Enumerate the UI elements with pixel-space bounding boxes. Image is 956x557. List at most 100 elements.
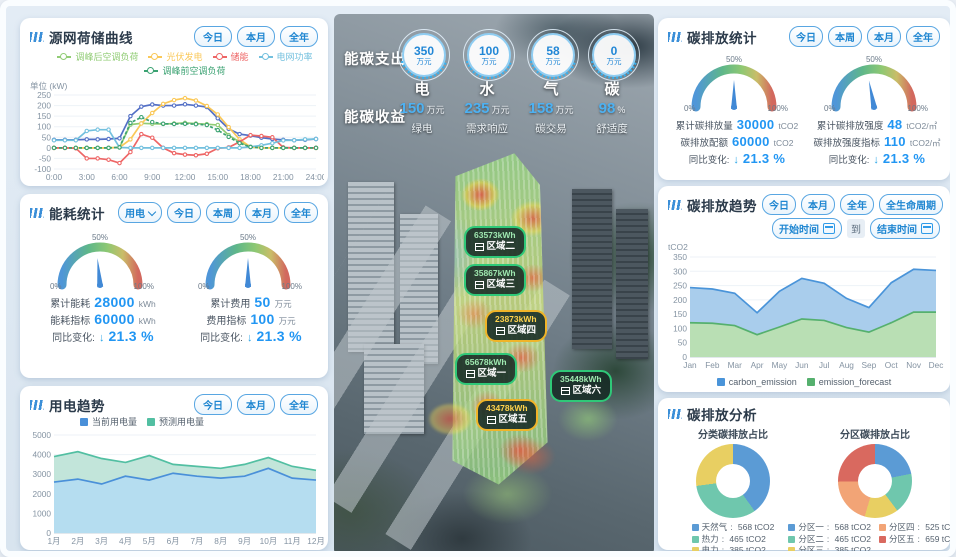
zone-value: 35867kWh — [474, 268, 516, 278]
svg-text:Aug: Aug — [839, 360, 854, 370]
legend-item: 电力: 385 tCO2 — [691, 545, 775, 551]
svg-text:Oct: Oct — [885, 360, 899, 370]
tab-year[interactable]: 全年 — [280, 394, 318, 415]
zone-badge-2[interactable]: 63573kWh 区域二 — [464, 226, 526, 258]
y-axis-unit: tCO2 — [668, 242, 688, 252]
line-marker-icon — [148, 52, 163, 60]
legend-swatch-icon — [788, 524, 796, 532]
legend-item[interactable]: 电网功率 — [258, 50, 313, 63]
category-donut-chart — [696, 444, 770, 518]
zone-icon — [474, 242, 484, 251]
zone-badge-3[interactable]: 35867kWh 区域三 — [464, 264, 526, 296]
tab-week[interactable]: 本周 — [828, 26, 862, 47]
legend-item[interactable]: 储能 — [212, 50, 249, 63]
panel-title-icon — [30, 399, 44, 410]
stat-label: 累计碳排放强度 — [816, 121, 884, 132]
yoy-value: 21.3 % — [256, 328, 302, 344]
legend-item[interactable]: carbon_emission — [716, 377, 797, 387]
legend-item[interactable]: 预测用电量 — [147, 415, 204, 428]
zone-icon — [560, 386, 570, 395]
zone-name: 区域四 — [507, 324, 537, 336]
tab-today[interactable]: 今日 — [194, 26, 232, 47]
legend-item[interactable]: 调峰前空调负荷 — [144, 64, 226, 77]
tab-month[interactable]: 本月 — [237, 26, 275, 47]
calendar-icon — [823, 223, 835, 234]
tab-year[interactable]: 全年 — [280, 26, 318, 47]
tab-lifecycle[interactable]: 全生命周期 — [879, 194, 943, 215]
expense-value: 350 — [413, 43, 435, 58]
legend-item[interactable]: 光伏发电 — [148, 50, 203, 63]
gauge-carbon-intensity: 0% 50% 100% 累计碳排放强度 48 tCO2/㎡ 碳排放强度指标 110 tC… — [807, 53, 941, 168]
gauge-scale-0: 0% — [49, 282, 62, 291]
tab-year[interactable]: 全年 — [906, 26, 940, 47]
tab-today[interactable]: 今日 — [762, 194, 796, 215]
tab-month[interactable]: 本月 — [867, 26, 901, 47]
legend-label: 调峰前空调负荷 — [162, 66, 226, 76]
stat-unit: tCO2 — [773, 138, 794, 148]
panel-carbon-analysis: 碳排放分析 分类碳排放占比 天然气: 568 tCO2 热力: 465 tCO2… — [658, 398, 950, 551]
gauge-carbon-emission: 0% 50% 100% 累计碳排放量 30000 tCO2 碳排放配额 60000 tC… — [667, 53, 801, 168]
gauge-chart — [691, 64, 777, 112]
legend-label: carbon_emission — [728, 377, 797, 387]
down-arrow-icon: ↓ — [98, 332, 105, 344]
legend-swatch-icon — [80, 417, 88, 426]
svg-text:21:00: 21:00 — [273, 172, 294, 182]
legend-label: 光伏发电 — [166, 52, 203, 62]
down-arrow-icon: ↓ — [246, 332, 253, 344]
legend-item[interactable]: 调峰后空调负荷 — [57, 50, 138, 63]
income-unit: 万元 — [426, 105, 445, 115]
stat-value: 50 — [254, 294, 271, 310]
zone-badge-4[interactable]: 23873kWh 区域四 — [485, 310, 547, 342]
tab-today[interactable]: 今日 — [789, 26, 823, 47]
tab-year[interactable]: 全年 — [284, 202, 318, 223]
down-arrow-icon: ↓ — [733, 154, 739, 166]
gauge-chart — [57, 242, 143, 290]
tab-today[interactable]: 今日 — [194, 394, 232, 415]
line-marker-icon — [258, 52, 273, 60]
svg-text:2000: 2000 — [33, 489, 52, 499]
svg-text:150: 150 — [37, 111, 51, 121]
tab-today[interactable]: 今日 — [167, 202, 201, 223]
zone-donut-block: 分区碳排放占比 分区一: 568 tCO2 分区二: 465 tCO2 分区三:… — [788, 424, 950, 551]
tab-month[interactable]: 本月 — [801, 194, 835, 215]
legend-item[interactable]: 当前用电量 — [80, 415, 137, 428]
legend-item[interactable]: emission_forecast — [806, 377, 891, 387]
yoy-label: 同比变化: — [828, 155, 870, 166]
tab-week[interactable]: 本周 — [206, 202, 240, 223]
stat-value: 110 — [883, 134, 906, 149]
zone-badge-6[interactable]: 35448kWh 区域六 — [550, 370, 612, 402]
panel-title-icon — [30, 207, 44, 218]
zone-donut-chart — [838, 444, 912, 518]
legend-label: 分区五 — [889, 533, 915, 544]
gauge-scale-100: 100% — [767, 104, 788, 113]
stat-unit: 万元 — [274, 299, 292, 309]
zone-icon — [486, 415, 496, 424]
tab-month[interactable]: 本月 — [237, 394, 275, 415]
svg-text:300: 300 — [673, 266, 687, 276]
start-date-picker[interactable]: 开始时间 — [772, 218, 842, 239]
stat-unit: kWh — [138, 299, 156, 309]
legend-value: 659 tCO2 — [925, 533, 951, 544]
zone-badge-5[interactable]: 43478kWh 区域五 — [476, 399, 538, 431]
income-unit: % — [617, 105, 626, 115]
svg-text:24:00: 24:00 — [306, 172, 324, 182]
svg-text:9月: 9月 — [238, 536, 251, 546]
stat-value: 30000 — [736, 117, 775, 132]
legend-item: 分区四: 525 tCO2 — [879, 522, 950, 534]
zone-badge-1[interactable]: 65678kWh 区域一 — [455, 353, 517, 385]
legend-label: 热力 — [701, 533, 719, 544]
tab-year[interactable]: 全年 — [840, 194, 874, 215]
donut-title: 分类碳排放占比 — [698, 430, 768, 441]
legend-label: 电网功率 — [276, 52, 313, 62]
tab-month[interactable]: 本月 — [245, 202, 279, 223]
income-item-carbon-trade: 158 万元 碳交易 — [528, 100, 573, 136]
gauge-chart — [831, 64, 917, 112]
energy-type-dropdown[interactable]: 用电 — [118, 202, 162, 223]
legend-swatch-icon — [879, 524, 886, 532]
svg-text:1000: 1000 — [33, 508, 52, 518]
stat-value: 100 — [250, 311, 275, 327]
svg-text:May: May — [772, 360, 789, 370]
end-date-picker[interactable]: 结束时间 — [870, 218, 940, 239]
svg-text:9:00: 9:00 — [144, 172, 161, 182]
